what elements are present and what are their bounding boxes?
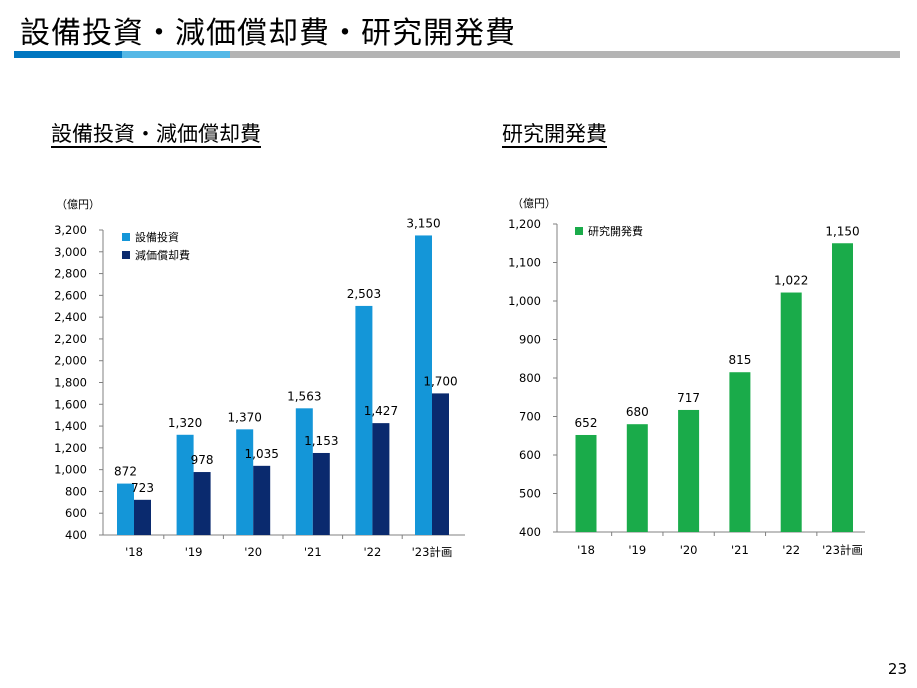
capex-data-label: 1,320 (168, 416, 202, 430)
capex-x-tick-label: '22 (364, 545, 382, 559)
capex-bar (372, 423, 390, 535)
capex-y-tick-label: 2,800 (54, 267, 87, 281)
capex-y-tick-label: 2,000 (54, 354, 87, 368)
rd-x-tick-label: '21 (731, 543, 749, 557)
capex-y-tick-label: 800 (65, 484, 87, 498)
capex-data-label: 1,370 (228, 410, 262, 424)
rd-y-tick-label: 700 (519, 410, 541, 424)
capex-x-tick-label: '21 (304, 545, 322, 559)
title-bar-segment-light-blue (122, 51, 230, 58)
rd-unit-label: （億円） (512, 197, 556, 210)
rd-y-tick-label: 1,000 (508, 294, 541, 308)
rd-y-tick-label: 900 (519, 333, 541, 347)
capex-data-label: 1,035 (245, 447, 279, 461)
capex-data-label: 723 (131, 481, 154, 495)
rd-data-label: 1,022 (774, 274, 808, 288)
capex-legend-label: 設備投資 (135, 230, 179, 244)
capex-data-label: 2,503 (347, 287, 381, 301)
rd-y-tick-label: 1,200 (508, 217, 541, 231)
capex-y-tick-label: 3,000 (54, 245, 87, 259)
rd-bar (678, 409, 700, 532)
capex-bar (117, 483, 134, 535)
capex-data-label: 1,563 (287, 389, 321, 403)
title-underline-bar (14, 51, 900, 58)
rd-bar (780, 292, 802, 532)
capex-y-tick-label: 1,600 (54, 397, 87, 411)
rd-y-tick-label: 1,100 (508, 256, 541, 270)
capex-bar (176, 434, 194, 535)
rd-y-tick-label: 500 (519, 487, 541, 501)
rd-bar (729, 372, 751, 532)
capex-data-label: 3,150 (406, 216, 440, 230)
capex-bar (312, 452, 330, 535)
capex-y-tick-label: 2,400 (54, 310, 87, 324)
slide-title: 設備投資・減価償却費・研究開発費 (20, 16, 516, 51)
rd-bar (626, 424, 648, 532)
capex-y-tick-label: 400 (65, 528, 87, 542)
rd-x-tick-label: '20 (680, 543, 698, 557)
rd-data-label: 652 (575, 416, 598, 430)
rd-data-label: 680 (626, 405, 649, 419)
capex-y-tick-label: 1,200 (54, 441, 87, 455)
capex-bar (415, 235, 432, 536)
capex-y-tick-label: 1,000 (54, 463, 87, 477)
rd-legend-label: 研究開発費 (588, 224, 643, 238)
rd-x-tick-label: '22 (782, 543, 800, 557)
capex-y-tick-label: 2,200 (54, 332, 87, 346)
rd-chart-title: 研究開発費 (502, 122, 607, 146)
capex-x-tick-label: '23計画 (412, 545, 453, 559)
capex-y-tick-label: 3,200 (54, 223, 87, 237)
title-bar-segment-gray (230, 51, 900, 58)
rd-bar (832, 243, 853, 532)
capex-y-tick-label: 1,400 (54, 419, 87, 433)
rd-data-label: 1,150 (825, 224, 859, 238)
rd-data-label: 717 (677, 391, 700, 405)
rd-legend-swatch (575, 227, 583, 235)
page-number: 23 (887, 660, 907, 678)
capex-y-tick-label: 2,600 (54, 288, 87, 302)
capex-chart-title: 設備投資・減価償却費 (51, 122, 261, 146)
rd-x-tick-label: '19 (628, 543, 646, 557)
capex-x-tick-label: '19 (185, 545, 203, 559)
capex-data-label: 872 (114, 465, 137, 479)
capex-unit-label: （億円） (56, 198, 100, 211)
rd-y-tick-label: 400 (519, 525, 541, 539)
capex-y-tick-label: 600 (65, 506, 87, 520)
rd-y-tick-label: 600 (519, 448, 541, 462)
capex-bar (355, 305, 373, 535)
capex-bar (236, 429, 254, 535)
capex-data-label: 1,700 (423, 374, 457, 388)
capex-data-label: 978 (191, 453, 214, 467)
capex-bar (134, 499, 151, 535)
capex-legend-label: 減価償却費 (135, 248, 190, 262)
capex-x-tick-label: '18 (125, 545, 143, 559)
capex-legend-swatch (122, 233, 130, 241)
rd-x-tick-label: '23計画 (822, 543, 863, 557)
rd-data-label: 815 (728, 353, 751, 367)
capex-data-label: 1,427 (364, 404, 398, 418)
capex-bar (295, 408, 313, 535)
capex-data-label: 1,153 (304, 434, 338, 448)
title-bar-segment-dark-blue (14, 51, 122, 58)
capex-x-tick-label: '20 (244, 545, 262, 559)
rd-y-tick-label: 800 (519, 371, 541, 385)
rd-bar (575, 434, 597, 532)
rd-x-tick-label: '18 (577, 543, 595, 557)
capex-bar (253, 465, 271, 535)
capex-legend-swatch (122, 251, 130, 259)
capex-bar (432, 393, 449, 535)
capex-y-tick-label: 1,800 (54, 376, 87, 390)
capex-bar (193, 472, 211, 535)
